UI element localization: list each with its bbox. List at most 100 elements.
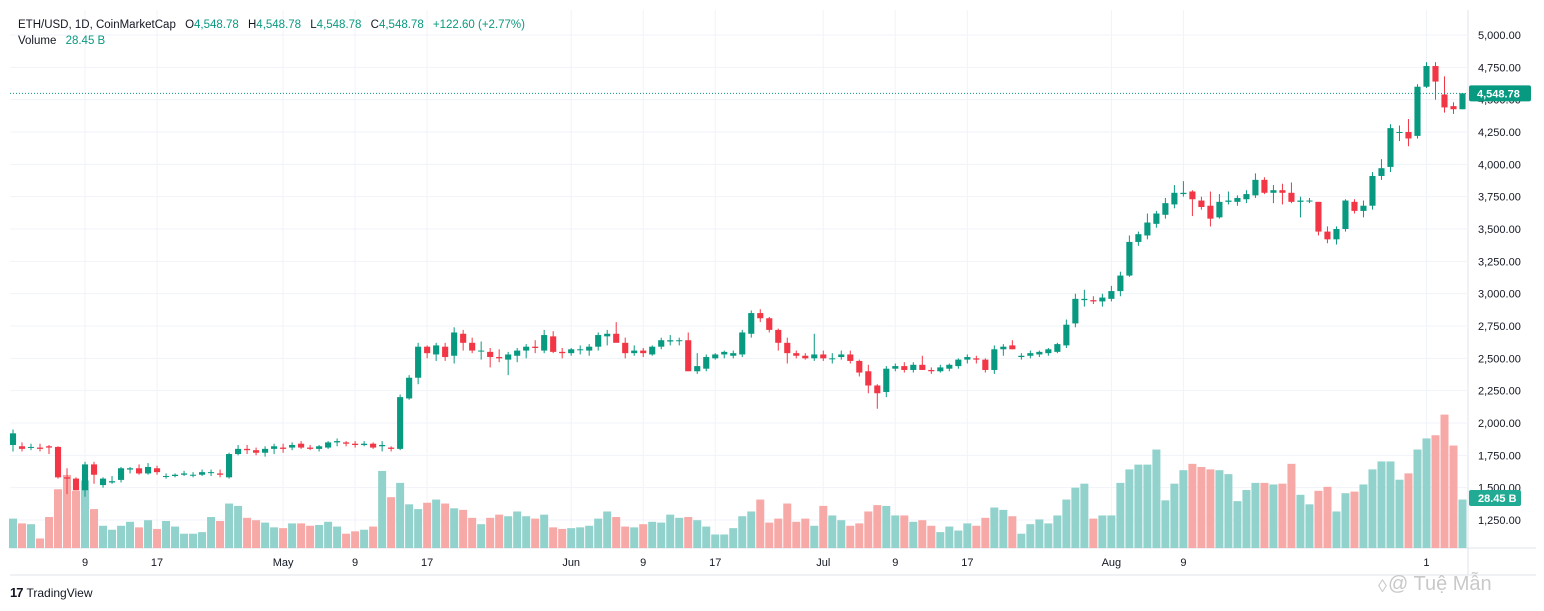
candle-body (171, 474, 179, 477)
volume-bar (189, 533, 198, 548)
volume-bar (1314, 490, 1323, 548)
volume-bar (801, 518, 810, 548)
volume-bar (324, 521, 333, 548)
candle-body (397, 397, 404, 449)
volume-bar (333, 526, 342, 548)
volume-bar (954, 530, 963, 548)
volume-bar (1026, 524, 1035, 548)
candle-body (1378, 168, 1385, 176)
volume-bar (1170, 483, 1179, 548)
close-value: 4,548.78 (378, 19, 424, 31)
volume-bar (1125, 469, 1134, 548)
volume-value: 28.45 B (65, 35, 106, 47)
candle-body (559, 351, 566, 354)
volume-bar (63, 474, 72, 548)
candle-body (586, 346, 593, 351)
candle-body (316, 446, 323, 449)
symbol-label: ETH/USD, 1D, CoinMarketCap (18, 19, 176, 31)
volume-bar (207, 517, 216, 548)
last-volume-tag-label: 28.45 B (1478, 493, 1517, 505)
candle-body (757, 313, 764, 319)
candle-body (153, 468, 161, 473)
candle-body (1153, 213, 1160, 224)
volume-bar (1296, 494, 1305, 548)
candle-body (63, 477, 71, 479)
time-tick-label: 9 (640, 557, 646, 569)
candle-body (1117, 275, 1124, 292)
candle-body (1171, 192, 1178, 205)
candle-body (388, 447, 395, 449)
change-value: +122.60 (+2.77%) (432, 19, 525, 31)
price-tick-label: 3,750.00 (1478, 192, 1521, 204)
candle-body (694, 366, 701, 372)
last-price-tag (1469, 85, 1531, 102)
volume-bar (1107, 515, 1116, 548)
volume-bar (495, 514, 504, 548)
volume-bar (585, 525, 594, 548)
volume-bar (18, 523, 27, 548)
candle-body (1207, 205, 1214, 219)
candle-body (604, 333, 611, 337)
candle-body (1198, 200, 1205, 208)
candle-body (847, 354, 854, 361)
volume-bar (1386, 461, 1395, 548)
volume-bar (1134, 464, 1143, 548)
candle-body (820, 354, 827, 359)
candle-body (613, 333, 620, 343)
candle-body (1279, 190, 1286, 193)
volume-bar (360, 529, 369, 548)
volume-bar (1035, 519, 1044, 548)
candle-body (1270, 190, 1277, 193)
candle-body (90, 464, 98, 475)
time-tick-label: 9 (892, 557, 898, 569)
volume-bar (405, 504, 414, 548)
price-tick-label: 3,250.00 (1478, 256, 1521, 268)
candle-body (658, 340, 665, 347)
volume-bar (8, 518, 18, 548)
candle-body (973, 358, 980, 360)
time-tick-label: 17 (709, 557, 721, 569)
candle-body (81, 464, 89, 491)
volume-bar (1098, 515, 1107, 548)
volume-bar (1440, 414, 1449, 548)
candle-body (1441, 94, 1448, 108)
tradingview-brand[interactable]: 17 TradingView (10, 585, 93, 600)
candle-body (361, 443, 368, 445)
volume-bar (594, 518, 603, 548)
tradingview-brand-label: TradingView (26, 585, 93, 600)
time-tick-label: 9 (1180, 557, 1186, 569)
high-label: H (247, 19, 257, 31)
candle-body (280, 447, 287, 449)
candle-body (1369, 175, 1376, 206)
volume-bar (225, 503, 234, 548)
candle-body (1306, 200, 1313, 202)
candle-body (505, 354, 512, 360)
candle-body (271, 446, 278, 449)
candle-body (108, 481, 116, 483)
volume-bar (1458, 499, 1467, 548)
candle-body (325, 442, 332, 448)
candle-body (298, 443, 305, 448)
volume-bar (1368, 469, 1377, 548)
volume-bar (549, 527, 558, 548)
volume-bar (342, 533, 351, 548)
volume-bar (864, 511, 873, 548)
candle-body (1423, 66, 1430, 87)
volume-bar (558, 528, 567, 548)
volume-bar (702, 526, 711, 548)
time-tick-label: 1 (1423, 557, 1429, 569)
volume-bar (1422, 438, 1431, 548)
volume-bar (828, 515, 837, 548)
volume-bar (261, 522, 270, 548)
candle-body (469, 342, 476, 351)
volume-bar (684, 517, 693, 548)
candle-body (775, 329, 782, 343)
volume-bar (747, 511, 756, 548)
volume-bar (972, 525, 981, 548)
candle-body (550, 336, 557, 352)
candle-body (865, 371, 872, 386)
candle-body (901, 366, 908, 370)
candle-body (1225, 200, 1232, 202)
candle-body (1135, 234, 1142, 242)
